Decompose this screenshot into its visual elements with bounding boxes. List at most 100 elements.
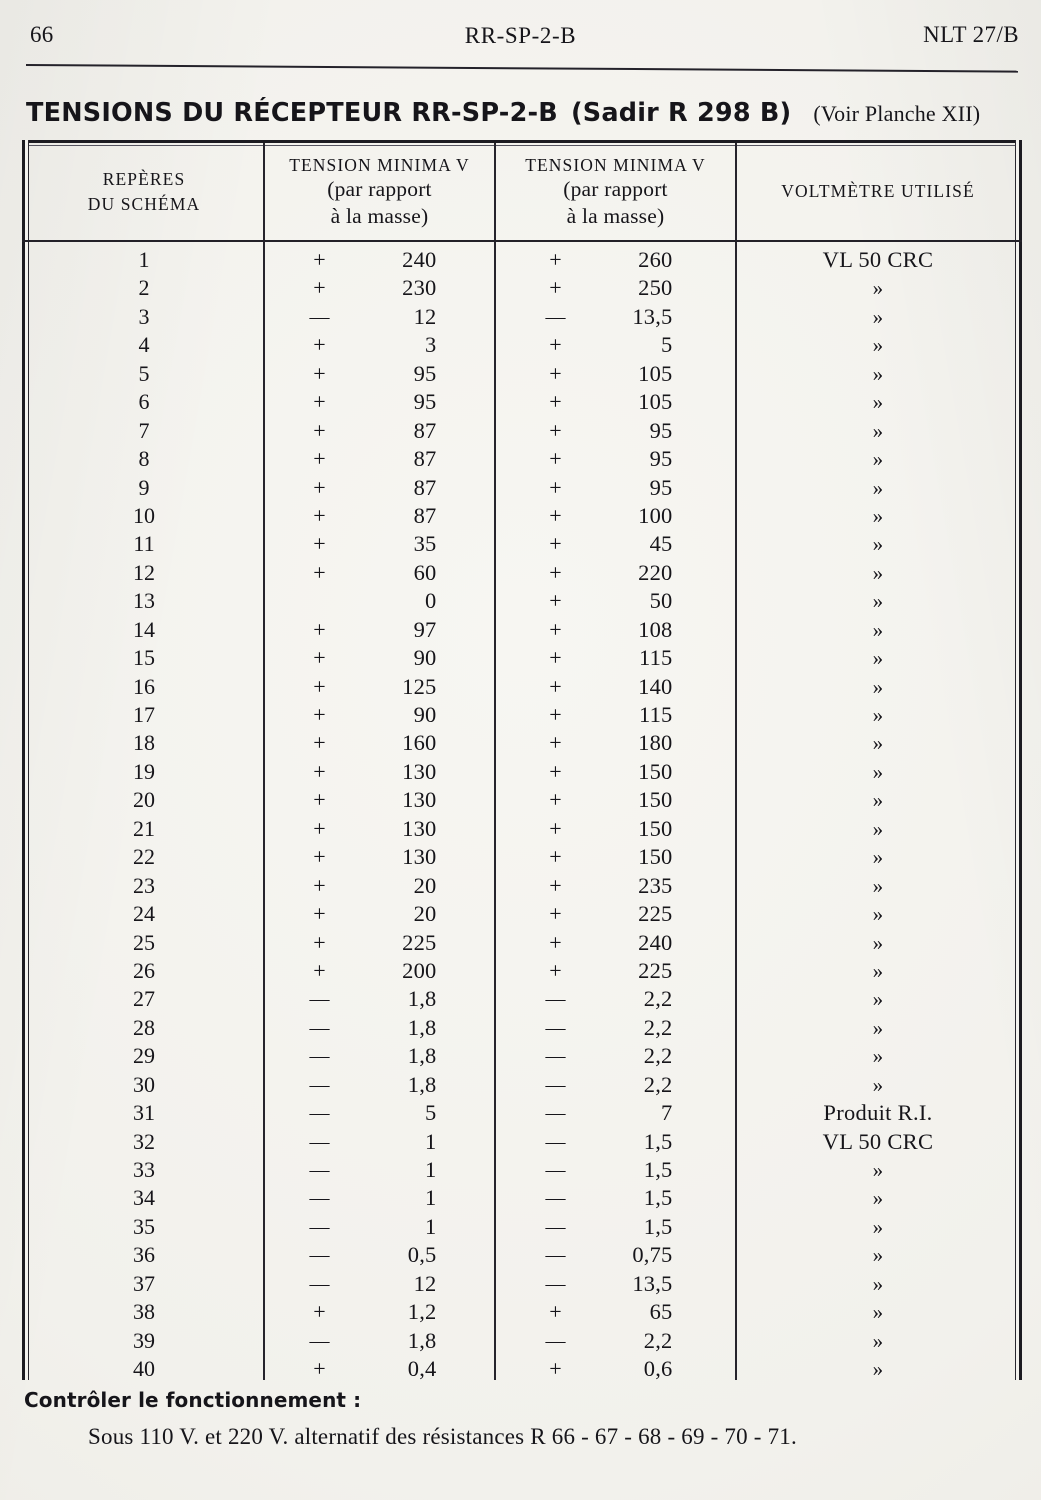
value-sign: + [313,360,326,386]
cell-tension-minima-2: +95 [496,474,735,502]
header-tension1-line3: à la masse) [330,203,429,228]
value-sign: + [313,389,326,415]
cell-voltmetre-ditto: » [872,503,884,528]
cell-tension-minima-1: +87 [265,417,494,445]
cell-tension-minima-1: — 12 [265,303,494,331]
value-number: 0 [425,588,437,614]
cell-tension-minima-1: — 1,8 [265,1042,494,1070]
table-row: 37 — 12 — 13,5 » [25,1270,1019,1298]
cell-tension-minima-1: +1,2 [265,1298,494,1326]
header-tension1-line2: (par rapport [327,177,432,202]
table-right-border [1019,140,1022,1380]
value-number: 50 [649,588,673,614]
value-sign: + [313,957,326,983]
cell-tension-minima-1: — 1,8 [265,985,494,1013]
cell-tension-minima-1: +200 [265,957,494,985]
running-head: 66 RR-SP-2-B NLT 27/B [0,22,1041,56]
cell-tension-minima-2: — 0,75 [496,1241,735,1269]
value-number: 2,2 [643,1014,673,1040]
cell-tension-minima-2: — 13,5 [496,303,735,331]
cell-tension-minima-1: +90 [265,701,494,729]
document-reference: NLT 27/B [923,22,1019,47]
cell-repere: 10 [133,502,155,528]
cell-voltmetre-ditto: » [872,1015,884,1040]
cell-repere: 28 [133,1014,155,1040]
table-row: 35—1—1,5» [25,1213,1019,1241]
table-row: 25 +225 +240» [25,929,1019,957]
header-tension2-line1: TENSION MINIMA V [525,155,706,176]
cell-tension-minima-2: +45 [496,530,735,558]
value-sign: — [309,1187,330,1210]
header-reperes-line2: DU SCHÉMA [87,193,201,214]
value-sign: + [549,616,562,642]
cell-repere: 5 [138,360,150,386]
cell-repere: 21 [133,815,155,841]
cell-tension-minima-2: +260 [496,246,735,274]
cell-tension-minima-2: +140 [496,673,735,701]
cell-voltmetre-ditto: » [872,1072,884,1097]
value-number: 45 [649,531,673,557]
value-number: 130 [402,758,437,784]
cell-voltmetre-ditto: » [872,902,884,927]
cell-tension-minima-1: +20 [265,872,494,900]
cell-tension-minima-1: +0,4 [265,1355,494,1383]
cell-voltmetre-ditto: » [872,958,884,983]
cell-tension-minima-1: +130 [265,758,494,786]
cell-voltmetre-ditto: » [872,589,884,614]
value-sign: + [549,645,562,671]
cell-tension-minima-2: — 2,2 [496,1014,735,1042]
cell-tension-minima-1: —1 [265,1156,494,1184]
cell-tension-minima-1: +87 [265,474,494,502]
value-number: 95 [649,446,673,472]
value-number: 95 [413,389,437,415]
column-divider-1 [263,143,265,1380]
table-row: 10 +87 +100» [25,502,1019,530]
cell-voltmetre: VL 50 CRC [822,247,934,272]
cell-repere: 19 [133,758,155,784]
cell-repere: 30 [133,1071,155,1097]
cell-voltmetre-ditto: » [872,930,884,955]
value-number: 2,2 [643,1327,673,1353]
value-sign: — [545,1016,566,1039]
value-number: 1,8 [407,1014,437,1040]
value-sign: — [309,1329,330,1352]
value-number: 1 [425,1157,437,1182]
header-tension2-line2: (par rapport [563,177,668,202]
value-sign: — [545,1102,566,1125]
value-number: 87 [413,417,437,443]
value-number: 1,5 [643,1128,673,1154]
value-number: 87 [413,474,437,500]
value-sign: — [309,1244,330,1267]
table-row: 31—5—7 Produit R.I. [25,1099,1019,1127]
value-number: 130 [402,844,437,870]
value-number: 20 [413,901,437,927]
cell-repere: 34 [133,1185,155,1211]
cell-repere: 14 [133,616,155,642]
table-row: 27 — 1,8 — 2,2 » [25,985,1019,1013]
value-number: 95 [649,474,673,500]
page-number: 66 [30,22,54,47]
cell-tension-minima-1: — 0,5 [265,1241,494,1269]
cell-repere: 15 [133,645,155,671]
value-number: 2,2 [643,1071,673,1097]
cell-tension-minima-1: +240 [265,246,494,274]
cell-repere: 24 [133,901,155,927]
cell-voltmetre-ditto: » [872,560,884,585]
header-voltmetre-label: VOLTMÈTRE UTILISÉ [781,181,975,202]
voltage-table: REPÈRES DU SCHÉMA TENSION MINIMA V (par … [22,140,1022,1383]
cell-repere: 18 [133,730,155,756]
cell-tension-minima-2: — 2,2 [496,1071,735,1099]
cell-voltmetre-ditto: » [872,646,884,671]
table-row: 2 +230 +250» [25,274,1019,302]
value-sign: + [549,1299,562,1325]
value-number: 0,4 [407,1356,437,1382]
cell-repere: 36 [133,1242,155,1268]
cell-voltmetre-ditto: » [872,788,884,813]
cell-voltmetre-ditto: » [872,1044,884,1069]
value-sign: — [309,1016,330,1039]
value-number: 220 [638,559,673,585]
value-sign: — [545,1130,566,1153]
value-number: 1,5 [643,1185,673,1211]
table-row: 18 +160 +180» [25,729,1019,757]
cell-repere: 25 [133,929,155,955]
